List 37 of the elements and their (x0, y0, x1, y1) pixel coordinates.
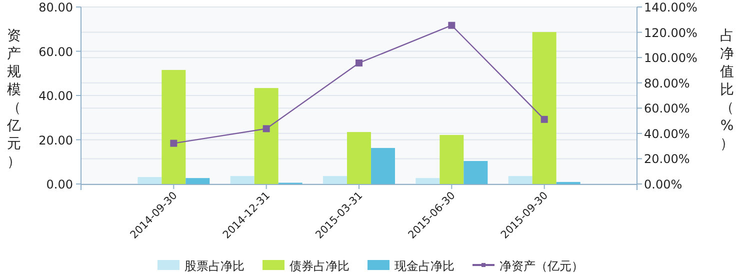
bar (416, 178, 440, 184)
bar (138, 177, 162, 184)
legend-label: 净资产（亿元） (500, 259, 584, 273)
bar (347, 132, 371, 184)
y2-tick-label: 140.00% (644, 0, 698, 14)
y-tick-label: 80.00 (38, 0, 73, 14)
legend-label: 股票占净比 (184, 259, 244, 273)
y-axis-title: 资产规模（亿元） (6, 28, 21, 170)
bar (464, 160, 488, 184)
y2-tick-label: 100.00% (644, 51, 698, 66)
y2-tick-label: 0.00% (644, 178, 682, 192)
point (356, 59, 362, 66)
point (170, 140, 178, 147)
bar (508, 176, 532, 184)
point (448, 22, 456, 29)
y-tick-label: 0.00 (46, 178, 73, 192)
y2-tick-label: 120.00% (644, 26, 698, 40)
y2-axis-title: 占净值比（%） (720, 28, 734, 152)
legend-label: 债券占净比 (290, 259, 350, 273)
legend-label: 现金占净比 (394, 259, 454, 273)
y2-tick-label: 20.00% (644, 152, 690, 166)
point (540, 116, 548, 123)
bar (230, 176, 254, 184)
bar (440, 134, 464, 184)
bar (371, 148, 395, 184)
point (262, 125, 270, 132)
y2-tick-label: 60.00% (644, 102, 690, 116)
y-tick-label: 60.00 (38, 44, 73, 59)
y-tick-label: 20.00 (38, 133, 73, 148)
y2-tick-label: 80.00% (644, 76, 690, 90)
bar (162, 70, 186, 184)
bar (254, 88, 278, 184)
bar (532, 32, 556, 184)
y2-tick-label: 40.00% (644, 126, 690, 141)
y-tick-label: 40.00 (38, 89, 73, 103)
bar (323, 176, 347, 184)
bar (186, 178, 210, 184)
